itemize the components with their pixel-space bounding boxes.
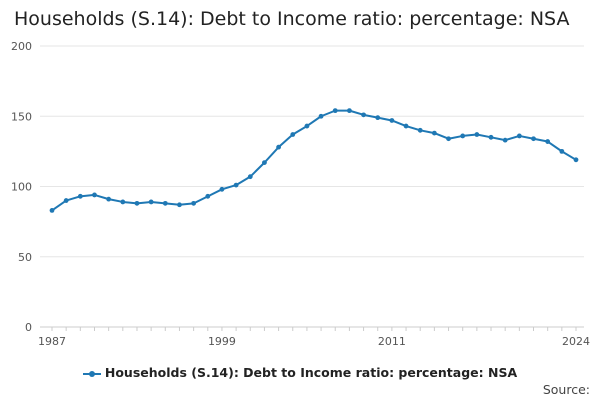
y-tick-label: 200 — [11, 40, 32, 53]
x-tick-label: 1999 — [208, 335, 236, 348]
data-point — [332, 108, 338, 114]
data-point — [276, 144, 281, 150]
data-point — [134, 200, 140, 206]
x-tick-label: 2011 — [378, 335, 406, 348]
data-point — [446, 136, 451, 142]
data-point — [516, 133, 522, 139]
y-tick-label: 150 — [11, 110, 32, 123]
data-point — [347, 108, 352, 114]
data-point — [148, 199, 154, 205]
data-point — [120, 199, 126, 205]
y-tick-label: 100 — [11, 181, 32, 194]
data-point — [262, 160, 267, 166]
series-line — [51, 109, 577, 212]
data-point — [290, 132, 296, 137]
data-point — [545, 139, 551, 144]
data-point — [361, 112, 366, 118]
data-point — [205, 193, 211, 199]
data-point — [559, 148, 565, 154]
data-point — [233, 182, 239, 188]
data-point — [77, 193, 83, 199]
y-axis: 0 50 100 150 200 — [11, 40, 32, 334]
data-point — [474, 132, 480, 137]
data-point — [162, 200, 168, 206]
data-point — [92, 192, 97, 198]
data-point — [63, 198, 69, 203]
data-point — [219, 186, 225, 192]
data-point — [502, 137, 508, 143]
data-point — [318, 113, 324, 119]
source-label: Source: — [542, 382, 590, 397]
data-point — [375, 115, 381, 121]
x-tick-label: 2024 — [562, 335, 590, 348]
data-point — [573, 157, 579, 163]
x-tick-label: 1987 — [38, 335, 66, 348]
data-point — [106, 196, 112, 202]
data-point — [177, 202, 182, 208]
y-tick-label: 50 — [18, 251, 32, 264]
legend-swatch — [82, 369, 101, 379]
data-point — [460, 133, 466, 139]
data-point — [191, 200, 197, 206]
data-point — [389, 118, 395, 123]
series-layer — [49, 108, 579, 213]
data-point — [247, 174, 253, 180]
data-point — [488, 134, 494, 140]
gridlines — [40, 45, 584, 328]
data-point — [49, 207, 55, 213]
y-tick-label: 0 — [25, 321, 32, 334]
legend-label: Households (S.14): Debt to Income ratio:… — [104, 365, 518, 380]
data-point — [431, 130, 437, 136]
data-point — [417, 127, 423, 133]
data-point — [304, 123, 310, 129]
legend[interactable]: Households (S.14): Debt to Income ratio:… — [0, 365, 600, 380]
chart-title: Households (S.14): Debt to Income ratio:… — [14, 8, 570, 30]
data-point — [403, 123, 409, 129]
x-axis: 1987 1999 2011 2024 — [38, 327, 590, 348]
data-point — [531, 136, 536, 142]
